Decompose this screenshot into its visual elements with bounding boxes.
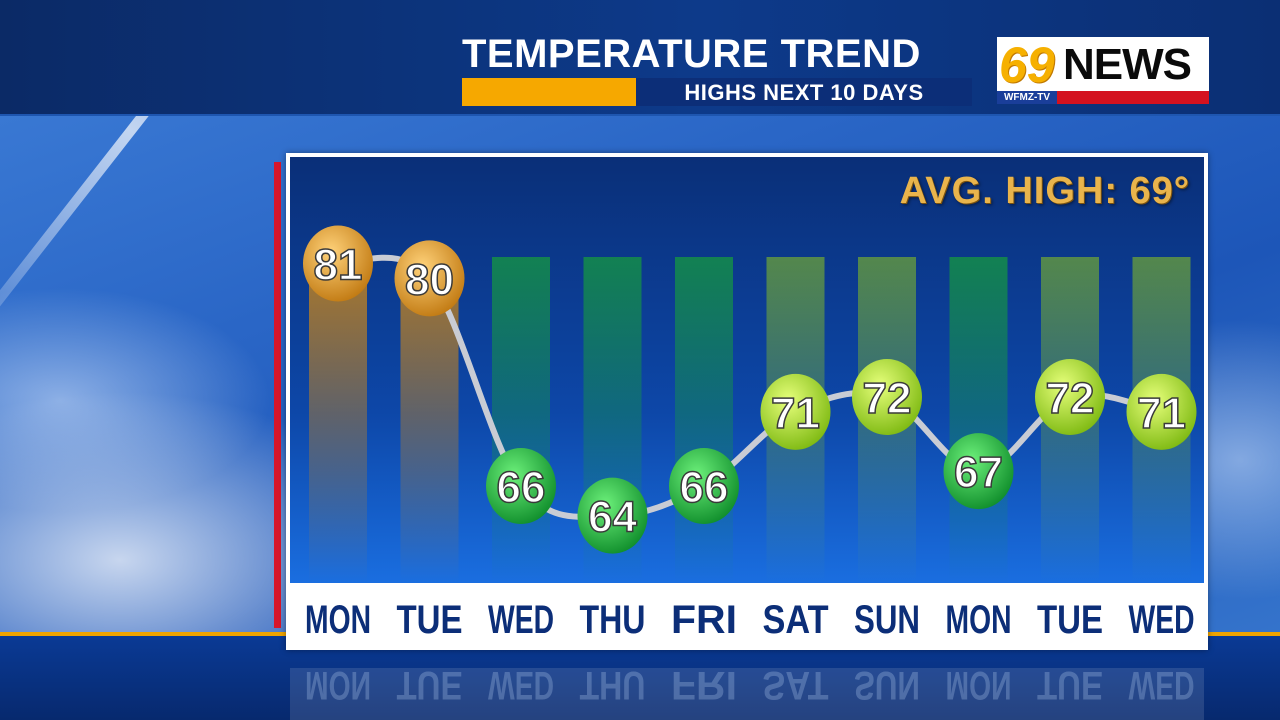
temperature-label: 80	[405, 255, 454, 304]
day-label: FRI	[671, 598, 737, 642]
temperature-chart: 81 80 66 64 66 71 72 67 72 71	[303, 225, 1197, 583]
temperature-label: 71	[771, 389, 820, 438]
station-logo: 69 NEWS WFMZ-TV	[997, 37, 1209, 104]
temperature-bubble	[303, 225, 373, 302]
day-label-reflection: SAT	[763, 668, 829, 707]
day-label: SAT	[763, 598, 829, 642]
chart-panel: 81 80 66 64 66 71 72 67 72 71 AVG. HIGH: 69° MON T…	[286, 153, 1208, 650]
day-label: TUE	[1037, 598, 1103, 642]
subtitle-gold-bar	[462, 78, 636, 106]
day-label: MON	[946, 598, 1012, 642]
temperature-point: 81	[303, 225, 373, 302]
day-column	[949, 257, 1008, 583]
temperature-bubble	[1126, 373, 1197, 450]
day-label-reflection: MON	[305, 668, 371, 707]
day-label-reflection: TUE	[397, 668, 463, 707]
temperature-point: 80	[394, 240, 465, 317]
day-label-reflection: TUE	[1037, 668, 1103, 707]
day-label-reflection: THU	[580, 668, 646, 707]
chart-subtitle: HIGHS NEXT 10 DAYS	[684, 80, 924, 105]
temperature-point: 64	[577, 477, 648, 554]
day-label-reflection: FRI	[671, 668, 737, 707]
logo-red-bar	[1057, 91, 1209, 104]
temperature-point: 67	[943, 433, 1014, 510]
temperature-label: 72	[863, 374, 912, 423]
subtitle-bar	[636, 78, 972, 106]
temperature-bubble	[577, 477, 648, 554]
day-label-reflection: WED	[1129, 668, 1195, 707]
trend-line	[335, 254, 1165, 520]
temperature-point: 66	[669, 448, 739, 524]
temperature-label: 64	[588, 493, 637, 542]
temperature-bubble	[852, 359, 922, 435]
temperature-point: 72	[1035, 359, 1105, 435]
day-labels: MON TUE WED THU FRI SAT SUN MON TUE WED	[305, 598, 1195, 642]
day-label-reflection: WED	[488, 668, 554, 707]
day-label: THU	[580, 598, 646, 642]
day-label: MON	[305, 598, 371, 642]
day-column	[492, 257, 550, 583]
bottom-band	[0, 636, 1280, 720]
temperature-label: 67	[954, 448, 1003, 497]
day-labels-strip: MON TUE WED THU FRI SAT SUN MON TUE WED	[290, 583, 1204, 646]
temperature-bubble	[760, 373, 831, 450]
reflection-labels: MON TUE WED THU FRI SAT SUN MON TUE WED	[305, 668, 1195, 707]
temperature-bubble	[1035, 359, 1105, 435]
day-label-reflection: MON	[946, 668, 1012, 707]
temperature-point: 71	[760, 373, 831, 450]
temperature-bubble	[486, 448, 556, 524]
logo-number: 69	[999, 37, 1055, 93]
panel-reflection: MON TUE WED THU FRI SAT SUN MON TUE WED	[290, 668, 1204, 720]
temperature-label: 66	[680, 463, 729, 512]
day-label-reflection: SUN	[854, 668, 920, 707]
temperature-point: 66	[486, 448, 556, 524]
plot-area: 81 80 66 64 66 71 72 67 72 71 AVG. HIGH: 69°	[290, 157, 1204, 583]
red-accent-bar	[274, 162, 281, 628]
day-label: WED	[1129, 598, 1195, 642]
temperature-label: 66	[497, 463, 546, 512]
chart-title: TEMPERATURE TREND	[462, 32, 921, 76]
logo-station: WFMZ-TV	[997, 91, 1057, 104]
day-label: TUE	[397, 598, 463, 642]
temperature-bubble	[943, 433, 1014, 510]
temperature-label: 71	[1137, 389, 1186, 438]
logo-word: NEWS	[1063, 40, 1192, 89]
temperature-bubble	[669, 448, 739, 524]
day-column	[675, 257, 733, 583]
temperature-label: 72	[1046, 374, 1095, 423]
temperature-point: 72	[852, 359, 922, 435]
temperature-bubble	[394, 240, 465, 317]
temperature-point: 71	[1126, 373, 1197, 450]
temperature-label: 81	[314, 241, 363, 290]
day-column	[309, 257, 367, 583]
day-label: WED	[488, 598, 554, 642]
day-label: SUN	[854, 598, 920, 642]
avg-high-annotation: AVG. HIGH: 69°	[899, 170, 1190, 212]
